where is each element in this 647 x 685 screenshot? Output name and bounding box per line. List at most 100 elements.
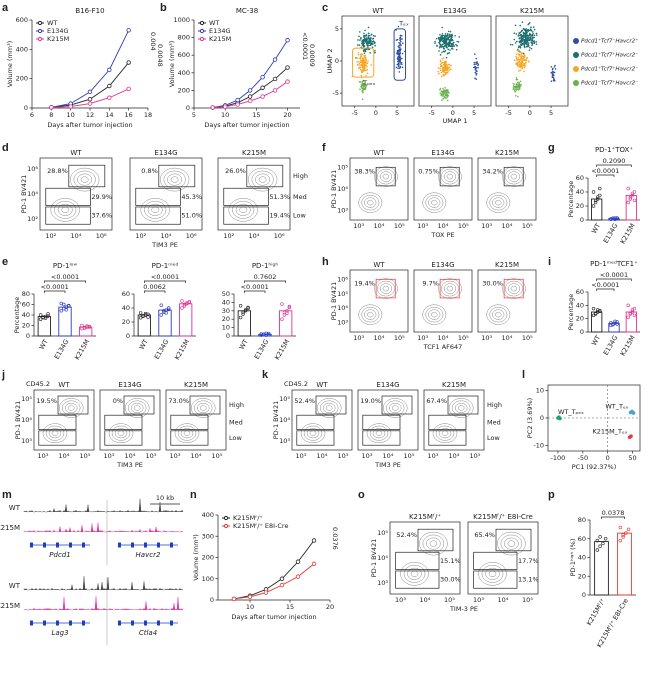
x-tick-label: 10⁵ [394, 334, 405, 342]
cell [448, 41, 451, 44]
cell [519, 24, 522, 27]
cell [363, 55, 366, 58]
cell [358, 62, 361, 65]
gate-parent: CD45.2 [26, 380, 50, 388]
contour [42, 423, 68, 444]
contour [159, 167, 190, 192]
cell [370, 42, 373, 45]
cell [402, 42, 404, 44]
cell [509, 43, 512, 46]
cell [529, 28, 532, 30]
dot [167, 306, 171, 310]
contour [303, 425, 323, 441]
x-tick-label: 10⁴ [498, 596, 509, 604]
cell [552, 79, 555, 82]
x-tick-label: 10⁵ [522, 596, 533, 604]
cell [523, 66, 526, 69]
cell [518, 32, 521, 35]
plot-title: WT [372, 7, 384, 15]
cell [361, 84, 363, 87]
cell [518, 82, 520, 85]
cell [400, 40, 402, 43]
plot-title: E134G [118, 381, 141, 389]
exon [157, 620, 160, 626]
cell [452, 42, 455, 44]
contour [486, 192, 511, 213]
contour [57, 203, 73, 216]
contour [251, 170, 274, 189]
cell [518, 88, 521, 90]
chart-title: PD-1ᵐᵉᵈTCF1⁺ [590, 260, 638, 268]
x-tick-label: WT [238, 338, 250, 351]
p-value: 0.0376 [331, 527, 339, 550]
contour [446, 173, 454, 180]
cell [511, 43, 514, 46]
cell [449, 49, 451, 51]
dot [632, 313, 637, 318]
x-tick-label: 50 [628, 454, 636, 462]
cell [474, 71, 477, 74]
y-tick-label: 200 [202, 554, 214, 562]
contour [372, 428, 386, 439]
contour [364, 197, 377, 208]
y-tick-label: 200 [16, 75, 28, 83]
y-tick-label: 10⁴ [337, 185, 348, 193]
cell [523, 55, 526, 58]
bar [594, 541, 609, 596]
dot [618, 525, 623, 530]
contour [510, 173, 518, 180]
dot [596, 195, 600, 199]
panel-letter: b [160, 2, 167, 14]
plot-title: E134G [431, 261, 454, 269]
contour [367, 311, 374, 318]
cell [359, 81, 362, 83]
gate-parent: CD45.2 [284, 380, 308, 388]
cell [475, 57, 478, 60]
cell [531, 42, 533, 45]
cell [531, 37, 534, 39]
cell [371, 46, 374, 49]
legend-swatch [573, 80, 579, 86]
cell [439, 92, 442, 94]
contour [239, 206, 248, 213]
panel-letter: g [548, 142, 555, 154]
plot-frame [39, 157, 113, 231]
legend-label: Pdcd1⁺Tcf7⁻Havcr2⁺ [581, 38, 638, 45]
cell [520, 30, 523, 33]
cell [400, 34, 403, 37]
cell [551, 68, 554, 71]
track-label: WT [9, 504, 21, 512]
y-tick-label: 10³ [377, 579, 388, 587]
gate-percent: 13.1% [518, 576, 539, 584]
cell [360, 64, 363, 66]
cell [398, 54, 401, 56]
cell [522, 36, 525, 38]
point [272, 57, 278, 62]
y-tick-label: 60 [578, 535, 586, 543]
dot [598, 186, 602, 191]
p-value: 0.2090 [603, 157, 626, 165]
plot-title: K215M [242, 149, 266, 157]
cell [527, 44, 530, 47]
axis [589, 520, 636, 596]
x-tick-label: -100 [551, 454, 566, 462]
cell [364, 69, 367, 72]
y-tick-label: 10⁶ [337, 275, 348, 283]
cell [526, 31, 528, 34]
p-value: <0.0001 [151, 273, 179, 281]
cell [356, 61, 358, 63]
cell [397, 56, 399, 59]
gate-percent: 67.4% [426, 397, 447, 405]
cell [363, 82, 366, 85]
gate [104, 430, 143, 446]
cell [367, 26, 370, 29]
gate [45, 187, 91, 206]
x-tick-label: E134G [602, 334, 620, 357]
point [272, 76, 278, 82]
bracket [243, 280, 287, 283]
cell [519, 62, 522, 65]
gate [189, 395, 221, 415]
x-tick-label: 5 [395, 109, 399, 117]
bracket [596, 278, 632, 281]
cell [520, 55, 523, 58]
